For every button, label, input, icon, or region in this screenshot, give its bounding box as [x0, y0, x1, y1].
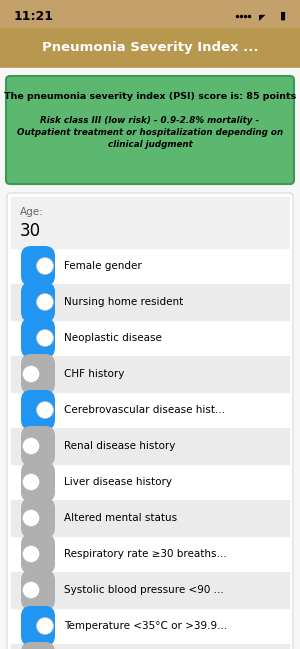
- Circle shape: [22, 582, 40, 598]
- Circle shape: [37, 293, 53, 310]
- FancyBboxPatch shape: [21, 642, 55, 649]
- Text: Neoplastic disease: Neoplastic disease: [64, 333, 162, 343]
- Text: Altered mental status: Altered mental status: [64, 513, 177, 523]
- FancyBboxPatch shape: [21, 606, 55, 646]
- Text: The pneumonia severity index (PSI) score is: 85 points: The pneumonia severity index (PSI) score…: [4, 92, 296, 101]
- Bar: [11, 356, 289, 392]
- FancyBboxPatch shape: [21, 462, 55, 502]
- Circle shape: [37, 402, 53, 419]
- Text: Temperature <35°C or >39.9...: Temperature <35°C or >39.9...: [64, 621, 227, 631]
- Circle shape: [37, 617, 53, 635]
- FancyBboxPatch shape: [6, 76, 294, 184]
- Bar: [11, 572, 289, 608]
- FancyBboxPatch shape: [21, 570, 55, 610]
- Circle shape: [22, 365, 40, 382]
- Bar: [11, 428, 289, 464]
- Circle shape: [37, 330, 53, 347]
- Text: Systolic blood pressure <90 ...: Systolic blood pressure <90 ...: [64, 585, 224, 595]
- Circle shape: [22, 474, 40, 491]
- Text: 30: 30: [20, 222, 41, 240]
- Text: Pneumonia Severity Index ...: Pneumonia Severity Index ...: [42, 42, 258, 55]
- FancyBboxPatch shape: [21, 534, 55, 574]
- Text: ◤: ◤: [259, 14, 265, 23]
- FancyBboxPatch shape: [21, 246, 55, 286]
- FancyBboxPatch shape: [21, 282, 55, 322]
- FancyBboxPatch shape: [21, 318, 55, 358]
- FancyBboxPatch shape: [21, 354, 55, 394]
- Bar: [11, 284, 289, 320]
- Circle shape: [22, 509, 40, 526]
- Text: Risk class III (low risk) - 0.9-2.8% mortality -
Outpatient treatment or hospita: Risk class III (low risk) - 0.9-2.8% mor…: [17, 116, 283, 149]
- Bar: [0, 28, 300, 68]
- Circle shape: [22, 437, 40, 454]
- Bar: [11, 500, 289, 536]
- FancyBboxPatch shape: [21, 390, 55, 430]
- Circle shape: [37, 258, 53, 275]
- Text: CHF history: CHF history: [64, 369, 124, 379]
- Text: Nursing home resident: Nursing home resident: [64, 297, 183, 307]
- Text: 11:21: 11:21: [14, 10, 54, 23]
- FancyBboxPatch shape: [21, 426, 55, 466]
- FancyBboxPatch shape: [21, 498, 55, 538]
- Bar: [0, 68, 300, 649]
- FancyBboxPatch shape: [7, 193, 293, 649]
- Circle shape: [22, 546, 40, 563]
- Text: Liver disease history: Liver disease history: [64, 477, 172, 487]
- Text: Cerebrovascular disease hist...: Cerebrovascular disease hist...: [64, 405, 225, 415]
- Bar: [11, 644, 289, 649]
- Text: Respiratory rate ≥30 breaths...: Respiratory rate ≥30 breaths...: [64, 549, 227, 559]
- Text: Age:: Age:: [20, 207, 44, 217]
- Text: ▮: ▮: [280, 11, 286, 21]
- Text: Renal disease history: Renal disease history: [64, 441, 176, 451]
- Bar: [11, 197, 289, 248]
- Text: Female gender: Female gender: [64, 261, 142, 271]
